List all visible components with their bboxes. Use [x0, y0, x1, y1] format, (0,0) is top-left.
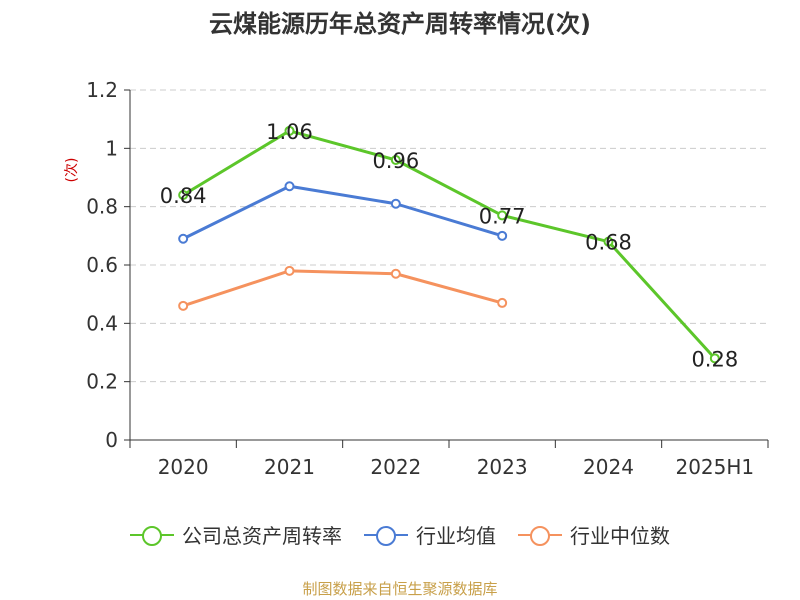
data-point — [497, 230, 508, 241]
legend-label: 行业均值 — [416, 524, 496, 548]
data-point — [390, 198, 401, 209]
data-label: 0.77 — [479, 204, 526, 228]
data-point — [284, 265, 295, 276]
legend-marker-icon — [364, 525, 408, 546]
x-tick-label: 2025H1 — [675, 455, 754, 479]
data-point — [709, 353, 720, 364]
y-tick-label: 0 — [105, 428, 118, 452]
legend-item[interactable]: 公司总资产周转率 — [130, 520, 342, 549]
series-line — [182, 269, 503, 308]
data-label: 0.28 — [691, 347, 738, 371]
data-point — [497, 210, 508, 221]
legend-label: 行业中位数 — [570, 524, 670, 548]
y-tick-label: 0.2 — [86, 370, 118, 394]
data-point — [603, 236, 614, 247]
data-point — [178, 190, 189, 200]
data-point — [497, 297, 508, 308]
legend-label: 公司总资产周转率 — [182, 524, 342, 548]
data-point — [390, 268, 401, 279]
legend-item[interactable]: 行业中位数 — [518, 520, 670, 549]
x-tick-label: 2024 — [583, 455, 634, 479]
x-tick-label: 2021 — [264, 455, 315, 479]
y-axis-label: (次) — [64, 158, 80, 183]
y-tick-label: 0.8 — [86, 195, 118, 219]
data-point — [390, 155, 401, 165]
data-point — [178, 300, 189, 311]
y-tick-label: 1 — [105, 136, 118, 160]
x-tick-label: 2023 — [477, 455, 528, 479]
legend-marker-icon — [130, 525, 174, 546]
data-point — [284, 125, 295, 136]
x-tick-label: 2022 — [370, 455, 421, 479]
data-point — [178, 233, 189, 244]
legend-item[interactable]: 行业均值 — [364, 520, 496, 549]
source-note: 制图数据来自恒生聚源数据库 — [302, 580, 498, 598]
y-tick-label: 0.4 — [86, 311, 118, 335]
y-tick-label: 1.2 — [86, 78, 118, 102]
data-label: 0.68 — [585, 231, 632, 255]
data-label: 0.84 — [160, 184, 207, 208]
series-line — [182, 184, 503, 241]
data-point — [284, 181, 295, 192]
data-label: 0.96 — [372, 149, 419, 173]
legend: 公司总资产周转率 行业均值 行业中位数 — [0, 520, 800, 549]
series-line — [182, 129, 716, 360]
data-label: 1.06 — [266, 120, 313, 144]
x-tick-label: 2020 — [158, 455, 209, 479]
y-tick-label: 0.6 — [86, 253, 118, 277]
chart-title: 云煤能源历年总资产周转率情况(次) — [209, 10, 591, 38]
legend-marker-icon — [518, 525, 562, 546]
